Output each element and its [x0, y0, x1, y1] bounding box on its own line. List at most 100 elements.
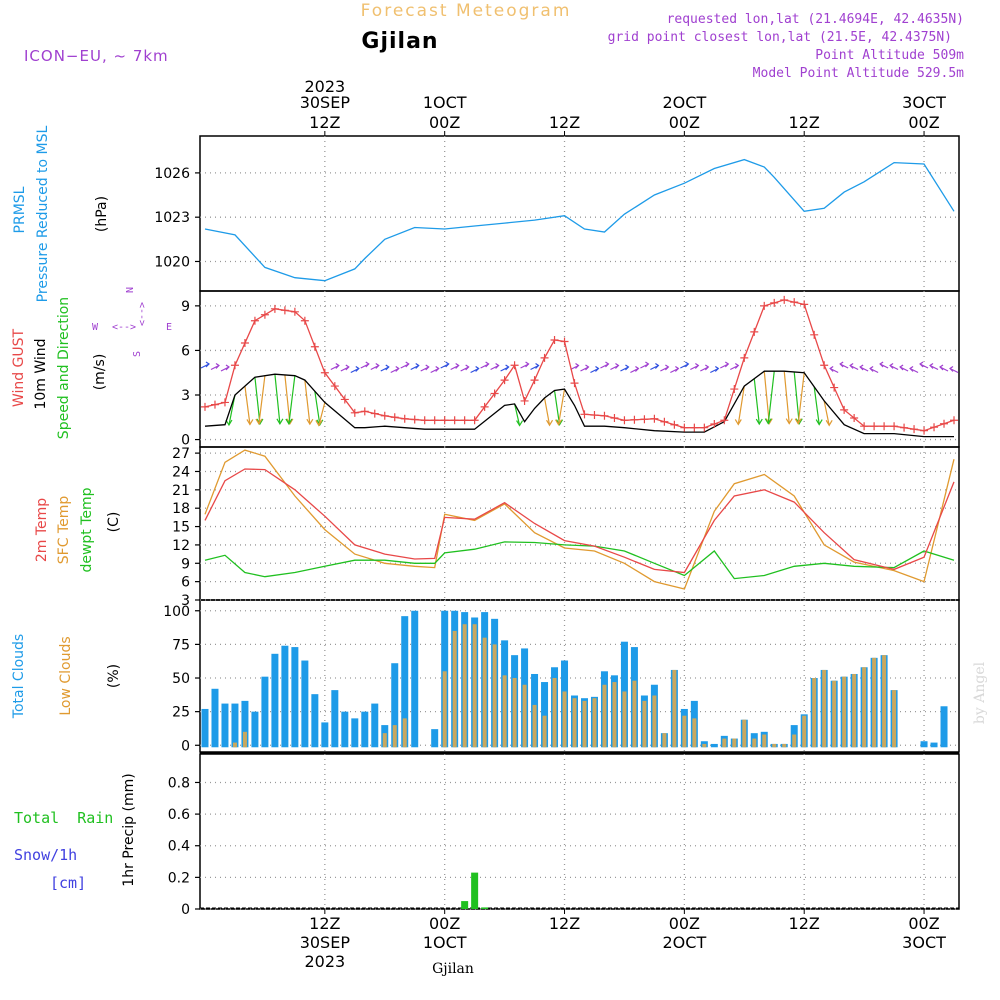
wind-gust-marker [280, 306, 289, 315]
wind-direction-arrowhead [939, 364, 944, 371]
rain-bar [471, 872, 479, 909]
wind-direction-arrowhead [764, 418, 772, 425]
y-tick-label: 0 [181, 738, 190, 754]
wind-direction-arrowhead [724, 361, 730, 368]
wind-direction-arrowhead [246, 419, 254, 426]
wind-gust-marker [610, 414, 619, 423]
wind-direction-arrowhead [415, 363, 420, 369]
wind-gust-marker [860, 422, 869, 431]
wind-gust-marker [220, 398, 229, 407]
temp-sfc-label: SFC Temp [56, 496, 72, 565]
total-cloud-bar [281, 645, 289, 748]
wind-direction-arrowhead [445, 361, 450, 368]
wind-gust-marker [650, 414, 659, 423]
pressure-label-1: PRMSL [12, 186, 28, 233]
y-tick-label: 25 [172, 705, 190, 721]
wind-direction-arrowhead [505, 364, 510, 371]
wind-direction-arrowhead [535, 363, 540, 369]
wind-direction-arrowhead [859, 364, 864, 371]
watermark: by Angel [972, 661, 988, 724]
y-tick-label: 75 [172, 637, 190, 653]
wind-direction-arrow [258, 375, 266, 424]
wind-gust-marker [520, 396, 529, 405]
wind-gust-marker [460, 416, 469, 425]
y-tick-label: 50 [172, 671, 190, 687]
wind-direction-arrowhead [385, 364, 390, 371]
bottom-axis-label: 2023 [304, 952, 345, 971]
top-axis-label: 30SEP [300, 93, 351, 112]
wind-direction-arrowhead [285, 418, 293, 426]
wind-direction-arrowhead [516, 420, 524, 427]
wind-gust-marker [600, 411, 609, 420]
low-cloud-bar [452, 630, 457, 748]
wind-10m-label: 10m Wind [33, 338, 49, 409]
low-cloud-bar [882, 655, 887, 748]
y-tick-label: 1026 [154, 166, 190, 182]
y-axes: 1020102310260369369121518212427025507510… [154, 166, 200, 918]
rain-bar [481, 907, 489, 909]
y-tick-label: 24 [172, 464, 190, 480]
temp-2m-label: 2m Temp [34, 498, 50, 562]
total-cloud-bar [301, 660, 309, 748]
wind-direction-arrowhead [815, 419, 823, 426]
wind-direction-arrowhead [829, 366, 834, 372]
y-tick-label: 0 [181, 433, 190, 449]
wind-direction-arrowhead [276, 418, 284, 425]
low-cloud-bar [722, 738, 727, 748]
wind-gust-marker [690, 423, 699, 432]
wind-direction-arrowhead [585, 364, 590, 371]
temp-dewpt-label: dewpt Temp [79, 487, 95, 572]
wind-direction-arrowhead [714, 366, 720, 372]
wind-gust-marker [740, 353, 749, 362]
wind-direction-arrowhead [825, 420, 833, 427]
wind-gust-marker [760, 301, 769, 310]
y-tick-label: 27 [172, 446, 190, 462]
wind-direction-arrowhead [395, 366, 400, 372]
wind-gust-marker [500, 376, 509, 385]
wind-direction-arrow [797, 372, 805, 424]
y-tick-label: 6 [181, 343, 190, 359]
wind-direction-label: Speed and Direction [56, 297, 72, 439]
wind-direction-arrowhead [879, 361, 884, 368]
grid-lines [200, 136, 959, 910]
wind-gust-marker [230, 361, 239, 370]
precip-panel-frame [199, 753, 960, 910]
wind-direction-arrowhead [674, 366, 680, 372]
low-cloud-bar [842, 676, 847, 748]
wind-gust-marker [440, 416, 449, 425]
pressure-unit: (hPa) [94, 196, 110, 232]
temp-2m-line [204, 468, 955, 574]
precip-unit: 1hr Precip (mm) [121, 773, 137, 886]
wind-direction-arrow [284, 374, 291, 424]
wind-gust-marker [780, 295, 789, 304]
temp-unit: (C) [106, 512, 122, 533]
low-cloud-bar [812, 678, 817, 748]
wind-gust-marker [800, 300, 809, 309]
wind-direction-arrowhead [495, 363, 500, 369]
y-tick-label: 0 [181, 902, 190, 918]
wind-gust-marker [330, 382, 339, 391]
wind-gust-marker [910, 425, 919, 434]
wind-direction-arrowhead [869, 366, 874, 372]
total-cloud-bar [291, 647, 299, 748]
total-cloud-bar [431, 729, 439, 748]
wind-gust-marker [840, 405, 849, 414]
wind-gust-marker [810, 330, 819, 339]
low-cloud-bar [482, 637, 487, 748]
low-cloud-bar [762, 734, 767, 748]
total-cloud-bar [920, 741, 928, 748]
wind-direction-arrow [553, 390, 561, 425]
wind-gust-marker [620, 416, 629, 425]
wind-gust-marker [420, 416, 429, 425]
wind-gust-marker [920, 426, 929, 435]
wind-gust-marker [340, 395, 349, 404]
total-cloud-bar [351, 718, 359, 748]
total-cloud-bar [311, 694, 319, 748]
wind-direction-arrowhead [256, 418, 264, 426]
wind-direction-arrow [514, 403, 521, 426]
wind-direction-arrow [753, 378, 760, 425]
wind-direction-arrowhead [605, 361, 610, 368]
wind-gust-marker [820, 361, 829, 370]
rain-bar [461, 901, 469, 909]
wind-direction-arrowhead [909, 366, 914, 372]
